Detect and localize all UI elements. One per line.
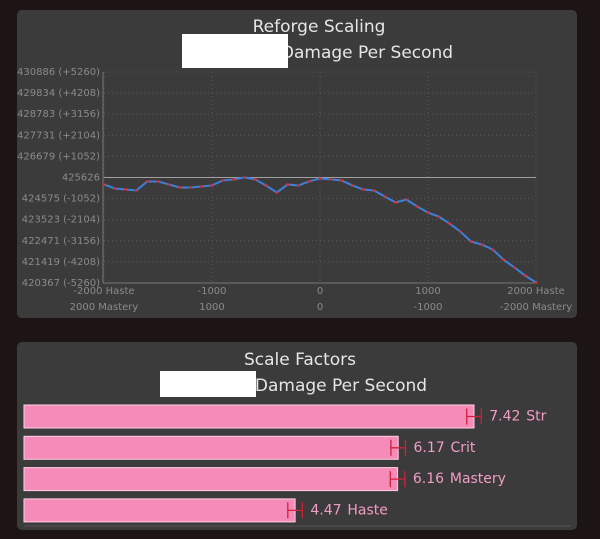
y-tick-label: 423523 (-2104) xyxy=(22,215,100,226)
x2-tick-label: 1000 xyxy=(199,302,224,313)
error-bar xyxy=(390,439,407,456)
x2-tick-label: -1000 xyxy=(413,302,442,313)
x2-tick-label: 0 xyxy=(317,302,323,313)
bar xyxy=(23,467,399,492)
y-tick-label: 422471 (-3156) xyxy=(22,236,100,247)
marker xyxy=(491,248,495,251)
marker xyxy=(178,186,182,189)
marker xyxy=(448,222,452,225)
y-tick-label: 425626 xyxy=(62,173,100,184)
x2-tick-label: 2000 Mastery xyxy=(70,302,139,313)
marker xyxy=(307,180,311,183)
y-tick-label: 429834 (+4208) xyxy=(17,88,100,99)
marker xyxy=(113,187,117,190)
marker xyxy=(458,230,462,233)
value-label: 4.47 xyxy=(310,502,341,518)
x-tick-label: 1000 xyxy=(415,286,440,297)
marker xyxy=(383,195,387,198)
marker xyxy=(361,188,365,191)
chart-subtitle: Damage Per Second xyxy=(281,43,453,63)
marker xyxy=(264,184,268,187)
error-bar xyxy=(466,408,482,425)
category-label: Crit xyxy=(450,440,475,456)
x2-tick-label: -2000 Mastery xyxy=(500,302,572,313)
marker xyxy=(340,179,344,182)
x-tick-label: 2000 Haste xyxy=(507,286,565,297)
y-tick-label: 428783 (+3156) xyxy=(17,109,100,120)
marker xyxy=(210,184,214,187)
redaction xyxy=(160,371,256,397)
value-label: 6.16 xyxy=(413,471,444,487)
marker xyxy=(221,179,225,182)
chart-title: Reforge Scaling xyxy=(253,17,386,37)
y-tick-label: 424575 (-1052) xyxy=(22,194,100,205)
marker xyxy=(318,177,322,180)
marker xyxy=(469,240,473,243)
marker xyxy=(124,188,128,191)
category-label: Str xyxy=(526,409,546,425)
error-bar xyxy=(389,471,406,488)
marker xyxy=(156,180,160,183)
marker xyxy=(253,178,257,181)
bar xyxy=(23,404,475,429)
marker xyxy=(502,258,506,261)
marker xyxy=(350,184,354,187)
chart-subtitle: Damage Per Second xyxy=(255,376,427,396)
marker xyxy=(404,198,408,201)
marker xyxy=(512,266,516,269)
value-label: 7.42 xyxy=(489,409,520,425)
y-tick-label: 427731 (+2104) xyxy=(17,130,100,141)
category-label: Haste xyxy=(347,502,388,518)
category-label: Mastery xyxy=(450,471,506,487)
marker xyxy=(394,201,398,204)
marker xyxy=(534,281,538,284)
marker xyxy=(286,183,290,186)
value-label: 6.17 xyxy=(413,440,444,456)
marker xyxy=(188,186,192,189)
y-tick-label: 420367 (-5260) xyxy=(22,278,100,289)
redaction xyxy=(182,34,288,68)
marker xyxy=(199,185,203,188)
marker xyxy=(134,189,138,192)
y-tick-label: 421419 (-4208) xyxy=(22,257,100,268)
marker xyxy=(426,211,430,214)
marker xyxy=(296,184,300,187)
marker xyxy=(329,178,333,181)
marker xyxy=(145,180,149,183)
marker xyxy=(372,189,376,192)
error-bar xyxy=(287,502,304,519)
marker xyxy=(102,183,106,186)
marker xyxy=(232,178,236,181)
marker xyxy=(480,243,484,246)
marker xyxy=(523,274,527,277)
bar xyxy=(23,435,399,460)
y-tick-label: 426679 (+1052) xyxy=(17,151,100,162)
bar xyxy=(23,498,296,523)
x-tick-label: -2000 Haste xyxy=(73,286,134,297)
x-tick-label: -1000 xyxy=(197,286,226,297)
marker xyxy=(275,191,279,194)
marker xyxy=(437,215,441,218)
chart-title: Scale Factors xyxy=(244,350,356,370)
x-tick-label: 0 xyxy=(317,286,323,297)
marker xyxy=(415,205,419,208)
y-tick-label: 430886 (+5260) xyxy=(17,67,100,78)
marker xyxy=(242,176,246,179)
marker xyxy=(167,183,171,186)
